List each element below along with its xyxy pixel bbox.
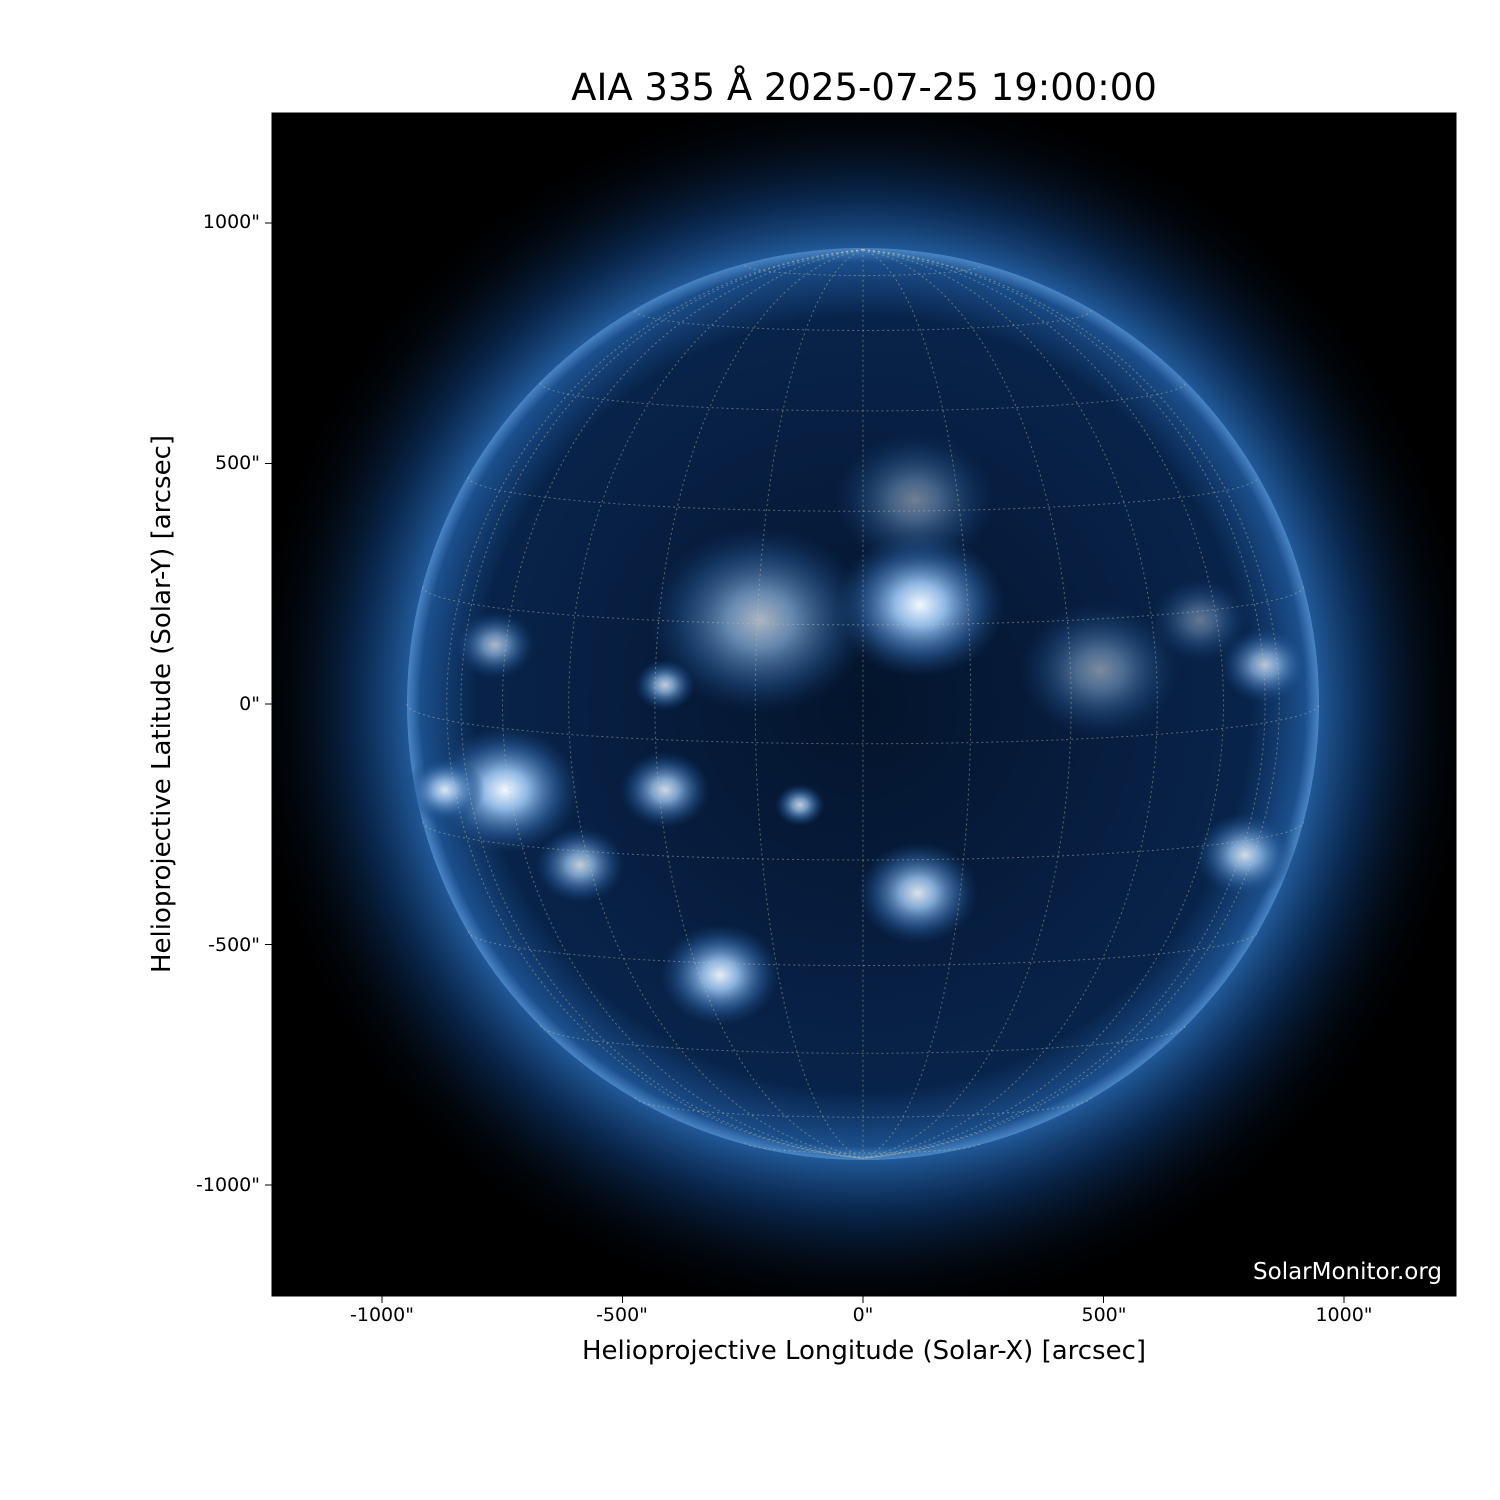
active-region <box>635 659 695 711</box>
longitude-line <box>862 249 1266 1159</box>
latitude-line <box>467 931 1259 967</box>
latitude-line <box>634 310 1092 331</box>
active-region <box>650 526 870 714</box>
active-region <box>775 783 825 827</box>
active-region <box>660 924 780 1026</box>
y-tick-label: 500" <box>214 452 260 474</box>
latitude-line <box>540 1025 1186 1054</box>
longitude-line <box>754 249 864 1159</box>
watermark: SolarMonitor.org <box>1253 1259 1442 1285</box>
x-tick-label: 500" <box>1081 1304 1127 1326</box>
longitude-line <box>862 249 972 1159</box>
x-tick-label: -500" <box>596 1304 648 1326</box>
x-axis-label: Helioprojective Longitude (Solar-X) [arc… <box>581 1336 1147 1366</box>
longitude-line <box>862 249 1224 1159</box>
active-region <box>858 842 978 944</box>
y-tick-label: 0" <box>239 693 260 715</box>
solar-disk <box>407 248 1319 1160</box>
longitude-line <box>502 249 864 1159</box>
longitude-line <box>460 249 864 1159</box>
longitude-line <box>862 249 1072 1159</box>
active-region <box>455 611 535 679</box>
latitude-line <box>422 586 1304 626</box>
latitude-line <box>540 382 1186 412</box>
latitude-line <box>634 1097 1092 1118</box>
active-region <box>1020 602 1180 738</box>
active-region <box>620 751 710 829</box>
x-tick-label: -1000" <box>350 1304 414 1326</box>
active-region <box>1195 812 1295 898</box>
active-region <box>835 432 995 568</box>
y-tick-label: -500" <box>208 934 260 956</box>
active-region <box>1220 626 1310 704</box>
longitude-line <box>862 249 1280 1159</box>
y-tick-label: 1000" <box>202 211 260 233</box>
x-tick-label: 0" <box>852 1304 874 1326</box>
y-tick-label: -1000" <box>196 1174 260 1196</box>
latitude-line <box>467 476 1259 512</box>
y-axis-label: Helioprojective Latitude (Solar-Y) [arcs… <box>147 434 177 974</box>
longitude-line <box>862 249 1158 1159</box>
active-region <box>535 826 625 904</box>
longitude-line <box>568 249 864 1159</box>
active-region <box>405 756 485 824</box>
longitude-line <box>446 249 864 1159</box>
longitude-line <box>654 249 864 1159</box>
x-tick-label: 1000" <box>1315 1304 1373 1326</box>
chart-title: AIA 335 Å 2025-07-25 19:00:00 <box>571 66 1157 109</box>
active-region <box>835 532 1005 678</box>
active-region <box>430 726 580 854</box>
latitude-line <box>422 821 1304 861</box>
latitude-line <box>406 703 1320 745</box>
active-region <box>1150 577 1250 663</box>
